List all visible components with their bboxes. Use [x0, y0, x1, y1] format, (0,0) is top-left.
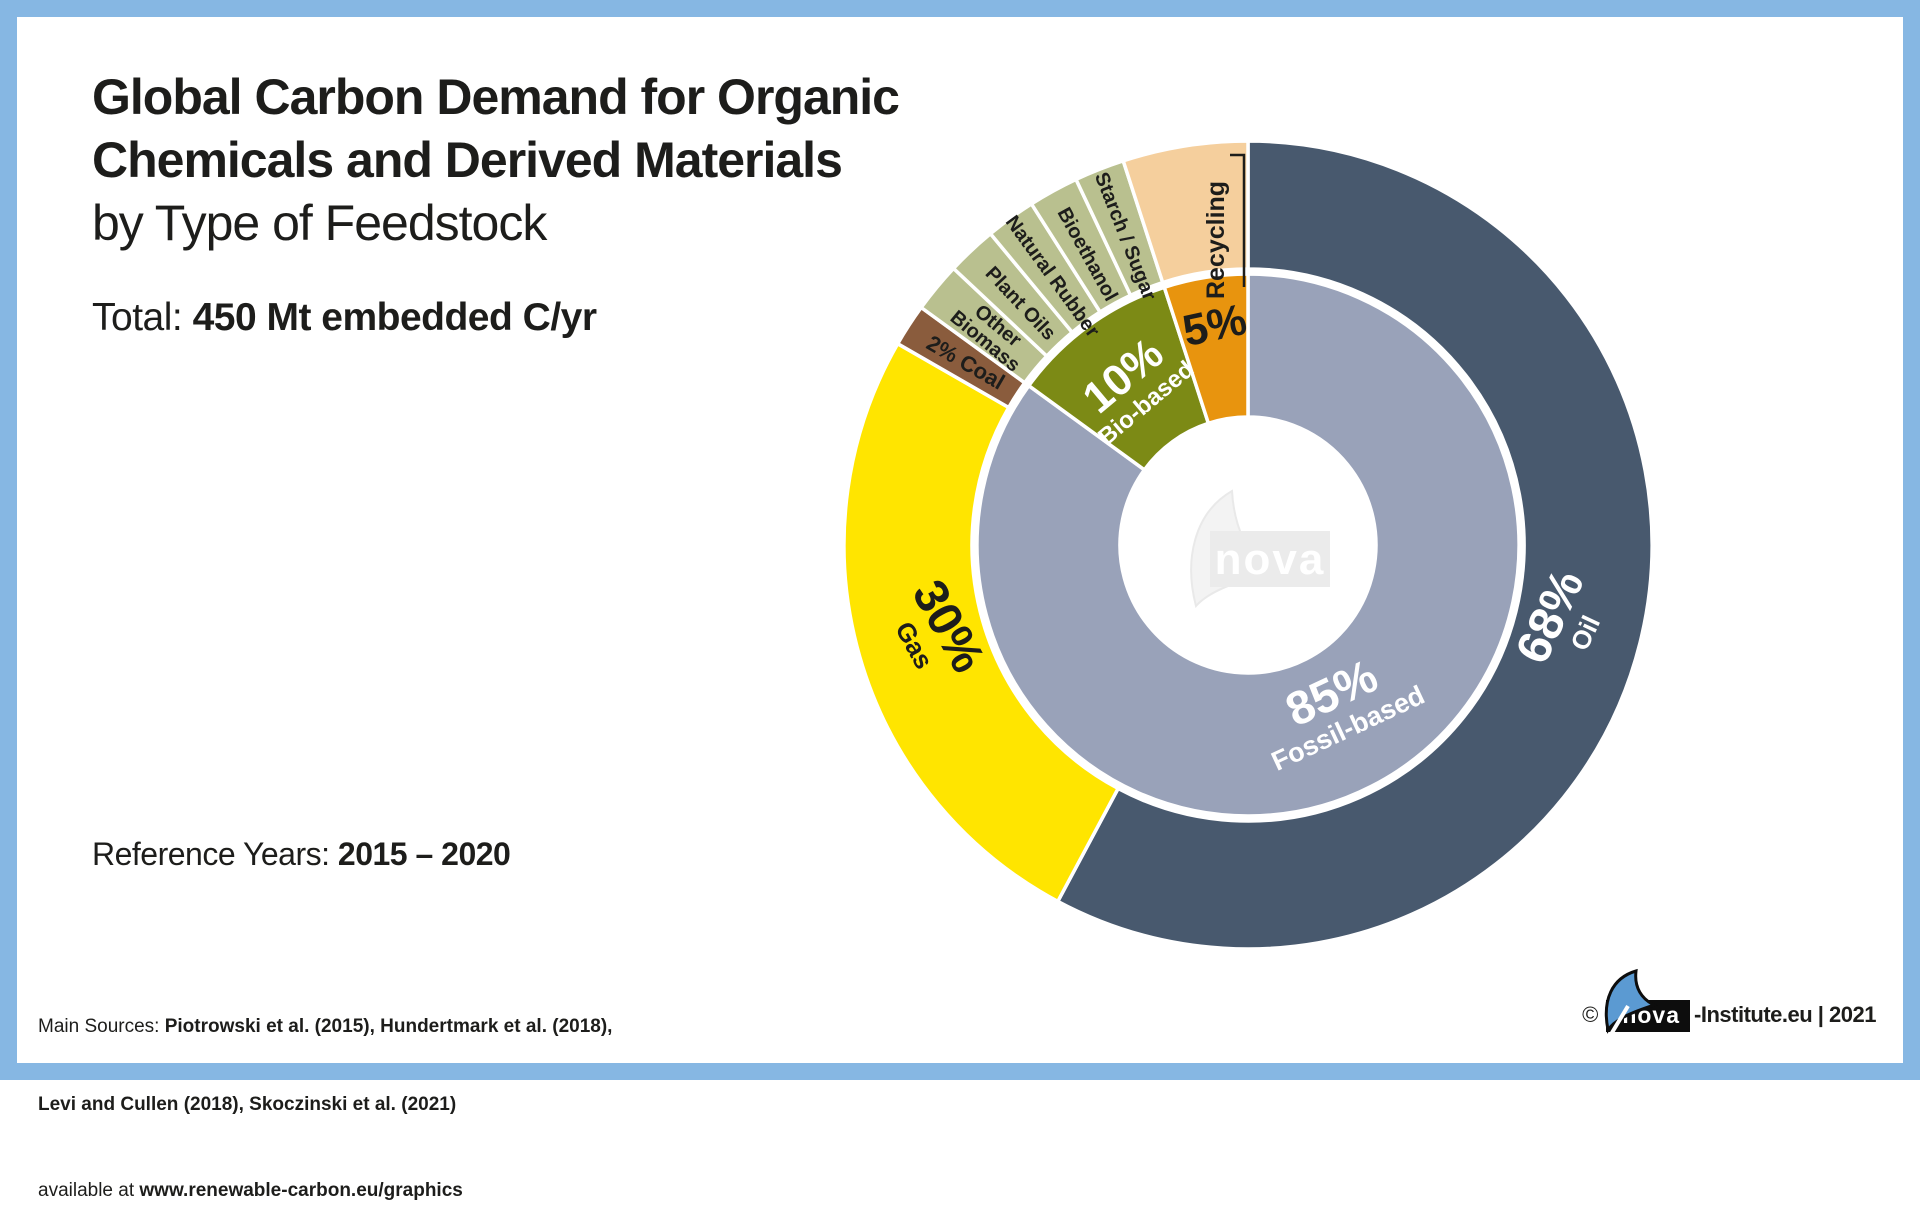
infographic-page: { "page": { "frame_color": "#86b7e3", "t…: [0, 0, 1920, 1201]
sources-value-1: Piotrowski et al. (2015), Hundertmark et…: [164, 1016, 613, 1037]
available-label: available at: [38, 1180, 140, 1201]
segment-outer-oil: [1056, 139, 1654, 951]
nova-logo-text: nova: [1606, 1000, 1691, 1032]
page-title-line-1: Global Carbon Demand for Organic: [92, 69, 900, 125]
total-value: 450 Mt embedded C/yr: [192, 296, 597, 339]
recycling-leader-line: [1230, 153, 1246, 287]
total-label: Total:: [92, 296, 193, 339]
label-recycling: Recycling: [1202, 181, 1230, 299]
segment-inner-fossil-based: [975, 272, 1521, 818]
segment-inner-recycling: [1162, 272, 1250, 426]
footer-credit: © nova -Institute.eu | 2021: [1582, 968, 1876, 1038]
sources-value-2: Levi and Cullen (2018), Skoczinski et al…: [38, 1094, 457, 1115]
title-block: Global Carbon Demand for Organic Chemica…: [92, 66, 900, 255]
sources-line-2: Levi and Cullen (2018), Skoczinski et al…: [38, 1092, 612, 1118]
reference-years-label: Reference Years:: [92, 836, 338, 872]
page-subtitle: by Type of Feedstock: [92, 195, 547, 251]
page-title-line-2: Chemicals and Derived Materials: [92, 132, 843, 188]
available-line: available at www.renewable-carbon.eu/gra…: [38, 1178, 612, 1204]
footer-credit-text: -Institute.eu | 2021: [1694, 1002, 1876, 1027]
nova-watermark: nova: [1190, 489, 1330, 609]
segment-outer-recycling: [1121, 139, 1250, 285]
reference-years-line: Reference Years: 2015 – 2020: [92, 836, 511, 873]
sources-line-1: Main Sources: Piotrowski et al. (2015), …: [38, 1014, 612, 1040]
copyright-symbol: ©: [1582, 1002, 1599, 1027]
watermark-text: nova: [1215, 535, 1326, 584]
nova-institute-logo: nova: [1605, 968, 1691, 1038]
available-url: www.renewable-carbon.eu/graphics: [139, 1180, 463, 1201]
total-line: Total: 450 Mt embedded C/yr: [92, 296, 597, 340]
reference-years-value: 2015 – 2020: [337, 836, 511, 872]
segment-outer-gas: [842, 341, 1120, 904]
sources-label: Main Sources:: [38, 1016, 165, 1037]
